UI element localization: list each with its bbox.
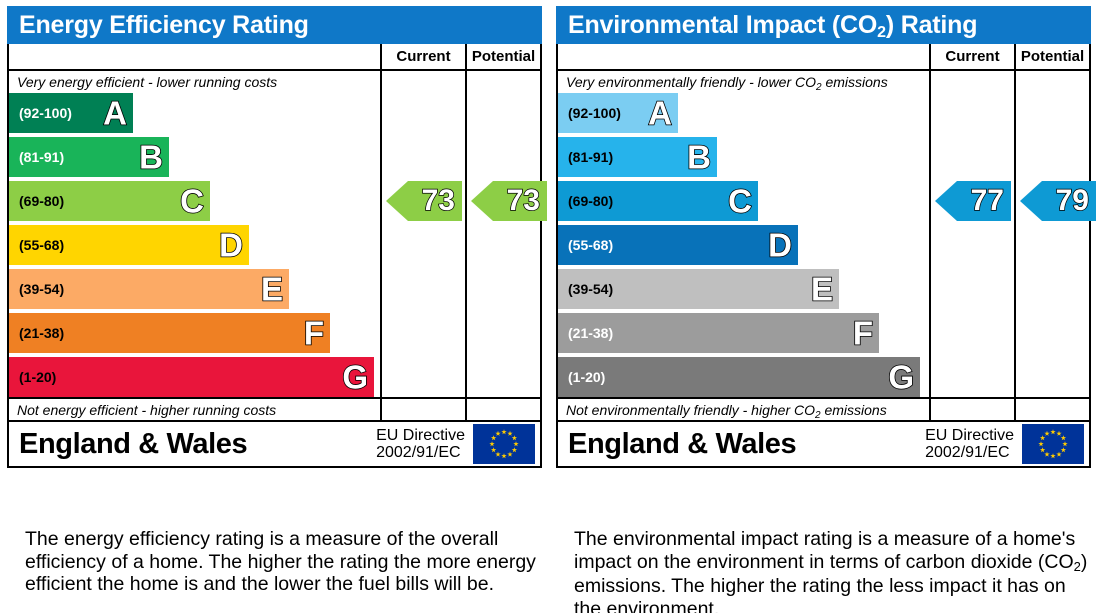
energy-band-b-letter: B: [138, 138, 163, 176]
energy-efficiency-panel: Energy Efficiency Rating Current Potenti…: [7, 6, 547, 595]
co2-top-caption: Very environmentally friendly - lower CO…: [558, 71, 1089, 93]
co2-rating-chart: Current Potential Very environmentally f…: [556, 44, 1096, 423]
co2-band-e-letter: E: [810, 270, 834, 308]
co2-header-divider-1: [929, 44, 931, 69]
energy-band-a-range: (92-100): [19, 105, 72, 121]
energy-chart-header-row: Current Potential: [9, 44, 540, 71]
energy-footer: England & Wales EU Directive 2002/91/EC: [7, 422, 542, 468]
co2-panel-title-subscript: 2: [877, 24, 886, 41]
energy-column-header-current: Current: [396, 48, 451, 65]
co2-band-g-letter: G: [888, 358, 915, 396]
energy-eu-directive-line2: 2002/91/EC: [376, 444, 461, 461]
co2-footer-region: England & Wales: [568, 427, 797, 460]
energy-rating-chart: Current Potential Very energy efficient …: [7, 44, 547, 423]
eu-flag-icon: [473, 424, 535, 464]
co2-band-b-letter: B: [686, 138, 711, 176]
energy-band-e: (39-54) E: [9, 269, 289, 309]
energy-bottom-caption: Not energy efficient - higher running co…: [9, 397, 540, 420]
energy-band-f-range: (21-38): [19, 325, 65, 341]
co2-bottom-caption-prefix: Not environmentally friendly - higher CO: [566, 402, 815, 418]
co2-body-divider-1: [929, 71, 931, 423]
co2-explanation-text: The environmental impact rating is a mea…: [574, 528, 1094, 613]
energy-band-list: (92-100) A (81-91) B (69-80) C (55-68): [9, 93, 540, 397]
co2-body-divider-2: [1014, 71, 1016, 423]
energy-band-d: (55-68) D: [9, 225, 249, 265]
co2-band-a-letter: A: [647, 94, 672, 132]
energy-column-header-potential: Potential: [471, 48, 536, 65]
co2-header-divider-2: [1014, 44, 1016, 69]
co2-band-e: (39-54) E: [558, 269, 839, 309]
energy-band-d-range: (55-68): [19, 237, 65, 253]
co2-column-header-current: Current: [945, 48, 1000, 65]
co2-explanation-subscript: 2: [1073, 558, 1081, 574]
co2-explanation-part2: ) emissions. The higher the rating the l…: [574, 550, 1088, 613]
co2-bottom-caption: Not environmentally friendly - higher CO…: [558, 397, 1089, 421]
energy-potential-rating-arrow: 73: [471, 181, 547, 221]
energy-band-b: (81-91) B: [9, 137, 169, 177]
energy-band-d-letter: D: [218, 226, 243, 264]
eu-flag-icon: [1022, 424, 1084, 464]
energy-header-divider-2: [465, 44, 467, 69]
co2-band-c-letter: C: [727, 182, 752, 220]
energy-band-a-letter: A: [102, 94, 127, 132]
energy-footer-region: England & Wales: [19, 427, 248, 460]
energy-band-g-letter: G: [342, 358, 369, 396]
co2-chart-body: Very environmentally friendly - lower CO…: [558, 71, 1096, 423]
energy-chart-body: Very energy efficient - lower running co…: [9, 71, 547, 423]
co2-eu-directive: EU Directive 2002/91/EC: [925, 427, 1022, 461]
co2-band-a-range: (92-100): [568, 105, 621, 121]
energy-band-f: (21-38) F: [9, 313, 330, 353]
energy-band-c: (69-80) C: [9, 181, 210, 221]
co2-top-caption-prefix: Very environmentally friendly - lower CO: [566, 74, 817, 90]
co2-band-b-range: (81-91): [568, 149, 614, 165]
energy-top-caption: Very energy efficient - lower running co…: [17, 74, 278, 90]
energy-band-g-range: (1-20): [19, 369, 57, 385]
energy-band-c-range: (69-80): [19, 193, 65, 209]
energy-band-f-letter: F: [303, 314, 325, 352]
co2-band-list: (92-100) A (81-91) B (69-80) C (55-68): [558, 93, 1089, 397]
energy-header-divider-1: [380, 44, 382, 69]
co2-bottom-caption-suffix: emissions: [820, 402, 887, 418]
co2-panel-title-prefix: Environmental Impact (CO: [568, 11, 878, 39]
energy-band-c-letter: C: [179, 182, 204, 220]
co2-band-f: (21-38) F: [558, 313, 879, 353]
co2-band-f-letter: F: [852, 314, 874, 352]
co2-band-d-letter: D: [767, 226, 792, 264]
co2-top-caption-subscript: 2: [816, 82, 822, 93]
co2-band-e-range: (39-54): [568, 281, 614, 297]
co2-panel-title-suffix: ) Rating: [885, 11, 978, 39]
energy-explanation-text: The energy efficiency rating is a measur…: [25, 528, 536, 595]
co2-band-c: (69-80) C: [558, 181, 758, 221]
energy-band-g: (1-20) G: [9, 357, 374, 397]
co2-top-caption-suffix: emissions: [821, 74, 888, 90]
energy-band-e-letter: E: [260, 270, 284, 308]
co2-band-c-range: (69-80): [568, 193, 614, 209]
co2-eu-directive-line1: EU Directive: [925, 427, 1014, 444]
energy-eu-directive: EU Directive 2002/91/EC: [376, 427, 473, 461]
co2-band-g: (1-20) G: [558, 357, 920, 397]
energy-eu-directive-line1: EU Directive: [376, 427, 465, 444]
co2-band-d: (55-68) D: [558, 225, 798, 265]
energy-band-b-range: (81-91): [19, 149, 65, 165]
co2-chart-header-row: Current Potential: [558, 44, 1089, 71]
co2-band-f-range: (21-38): [568, 325, 614, 341]
energy-body-divider-2: [465, 71, 467, 423]
co2-explanation-part1: The environmental impact rating is a mea…: [574, 528, 1076, 573]
co2-column-header-potential: Potential: [1020, 48, 1085, 65]
co2-bottom-caption-subscript: 2: [815, 410, 821, 421]
co2-band-b: (81-91) B: [558, 137, 717, 177]
energy-band-a: (92-100) A: [9, 93, 133, 133]
environmental-impact-panel: Environmental Impact (CO2) Rating Curren…: [549, 0, 1098, 613]
co2-band-a: (92-100) A: [558, 93, 678, 133]
co2-eu-directive-line2: 2002/91/EC: [925, 444, 1010, 461]
co2-panel-title: Environmental Impact (CO2) Rating: [556, 6, 1091, 44]
energy-body-divider-1: [380, 71, 382, 423]
co2-footer: England & Wales EU Directive 2002/91/EC: [556, 422, 1091, 468]
energy-panel-title: Energy Efficiency Rating: [7, 6, 542, 44]
energy-band-e-range: (39-54): [19, 281, 65, 297]
co2-band-d-range: (55-68): [568, 237, 614, 253]
co2-band-g-range: (1-20): [568, 369, 606, 385]
